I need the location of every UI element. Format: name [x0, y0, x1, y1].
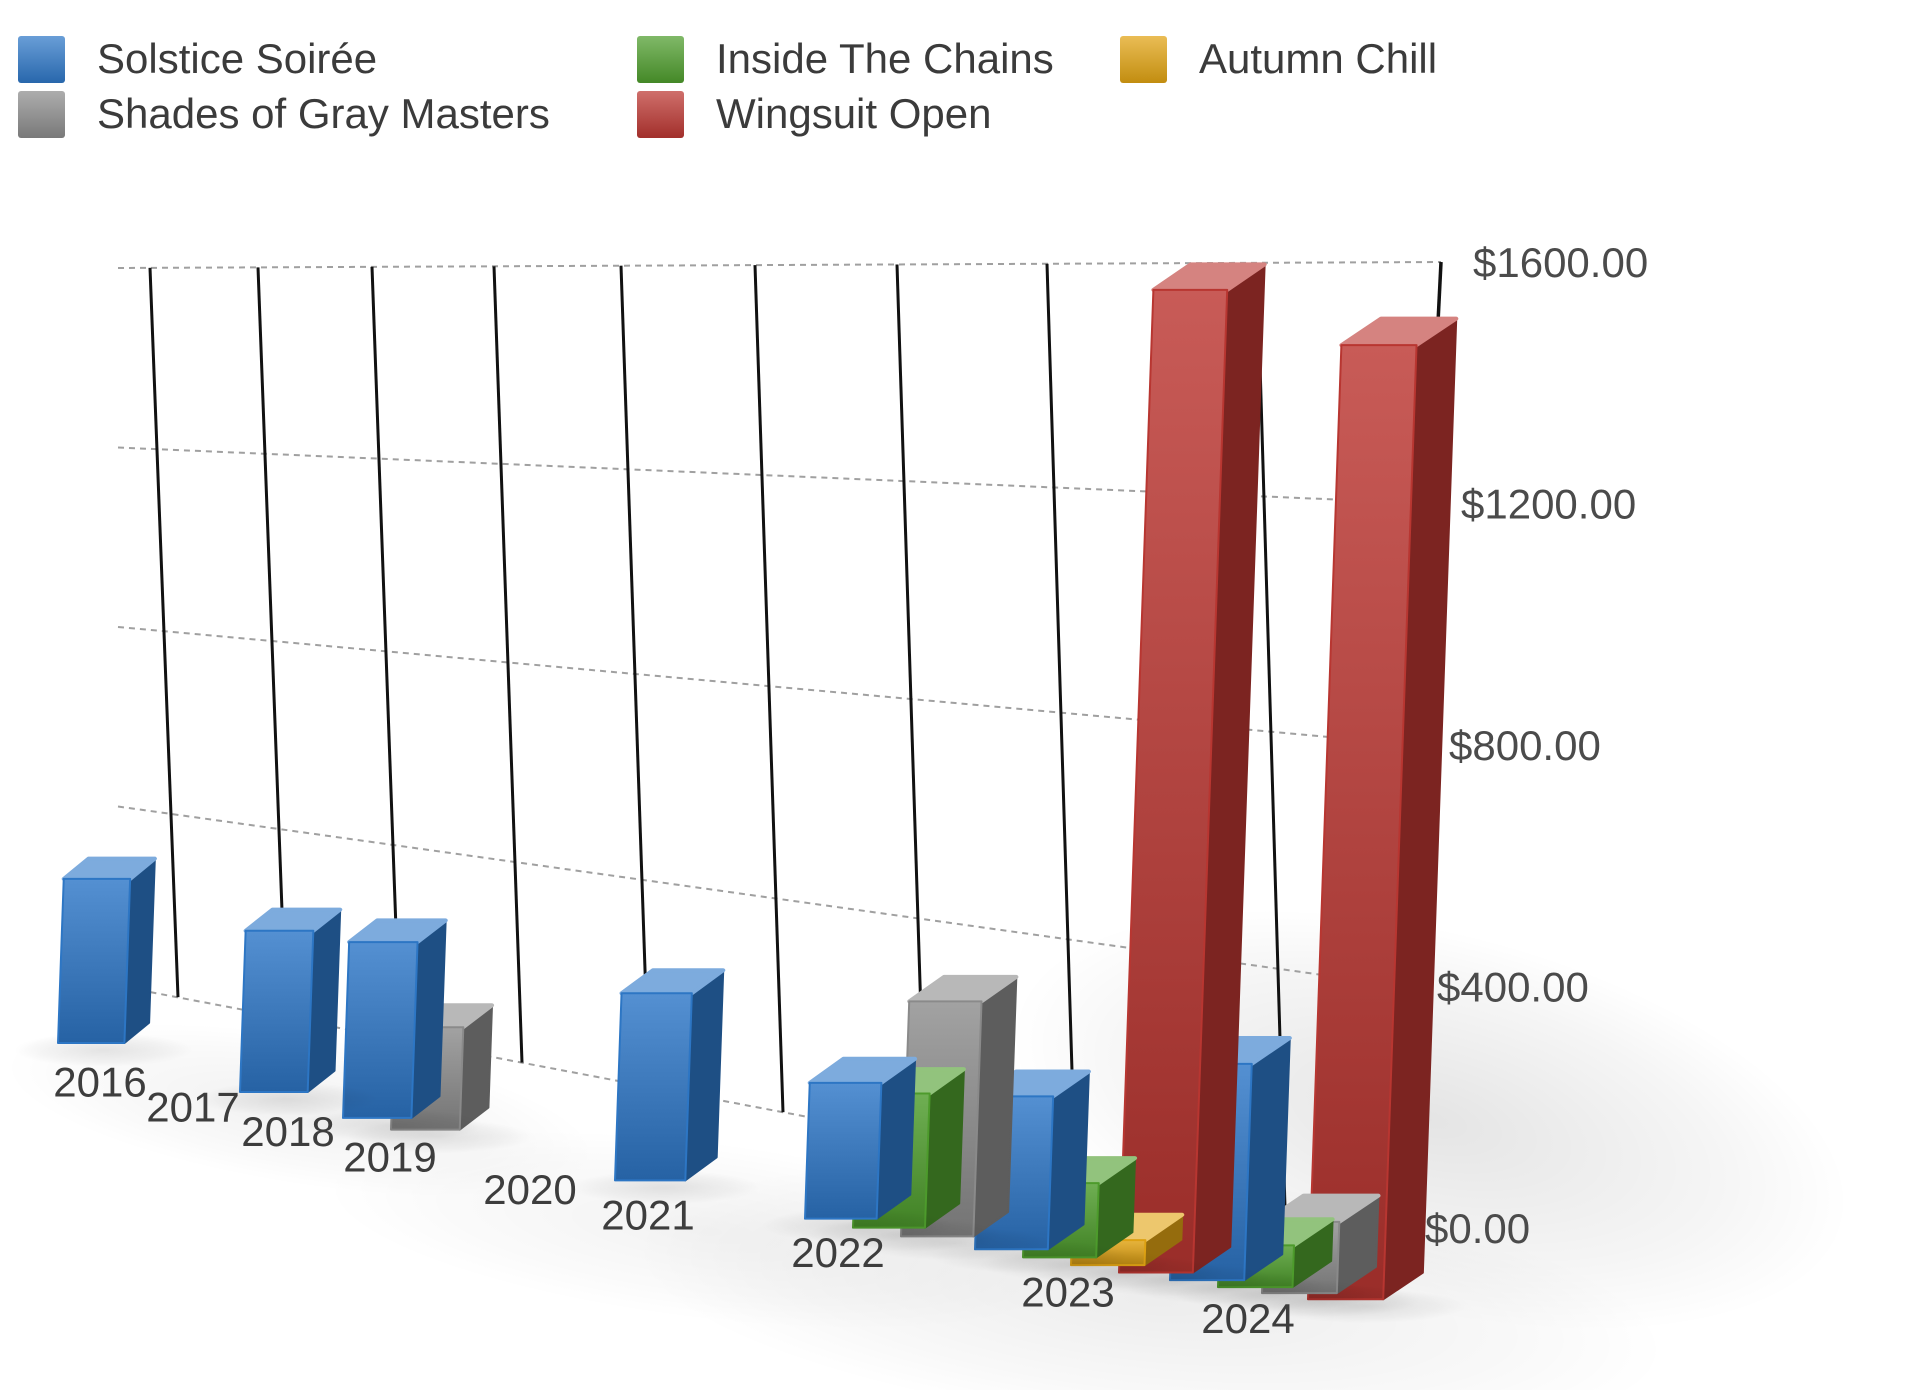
bar-2018-series0: [195, 907, 379, 1116]
legend-swatch-solstice-soiree: [18, 35, 65, 83]
legend: Solstice Soirée Inside The Chains Autumn…: [0, 0, 1920, 150]
bar-front-face: [614, 992, 693, 1182]
category-separator: [370, 266, 402, 1040]
bar-front-face: [239, 929, 315, 1093]
x-axis-label-2018: 2018: [241, 1108, 334, 1155]
category-separator: [1045, 263, 1077, 1168]
legend-swatch-wingsuit-open: [637, 90, 684, 138]
legend-swatch-inside-the-chains: [637, 35, 684, 83]
x-axis-label-2021: 2021: [601, 1191, 694, 1238]
x-axis-label-2020: 2020: [483, 1166, 576, 1213]
category-separator: [492, 266, 524, 1063]
x-axis-label-2016: 2016: [53, 1059, 146, 1106]
x-axis-label-2024: 2024: [1201, 1295, 1294, 1342]
legend-item: Autumn Chill: [1120, 35, 1437, 83]
y-axis-label-1600: $1600.00: [1473, 239, 1648, 286]
category-separator: [753, 265, 785, 1113]
y-axis-label-1200: $1200.00: [1461, 481, 1636, 528]
bar-2021-series0: [570, 968, 761, 1205]
bar-2022-series0: [760, 1056, 955, 1243]
legend-item: Shades of Gray Masters: [18, 90, 550, 138]
x-axis-label-2022: 2022: [791, 1229, 884, 1276]
category-separator: [619, 265, 651, 1087]
x-axis-label-2023: 2023: [1021, 1269, 1114, 1316]
y-axis-label-0: $0.00: [1425, 1205, 1530, 1252]
legend-label: Inside The Chains: [716, 35, 1054, 82]
legend-item: Wingsuit Open: [637, 90, 991, 138]
legend-label: Wingsuit Open: [716, 90, 992, 137]
category-separator: [148, 267, 180, 998]
bar-2024-series4: [1263, 316, 1467, 1324]
y-axis-label-400: $400.00: [1437, 964, 1589, 1011]
bar-front-face: [57, 877, 132, 1044]
category-separator: [256, 267, 288, 1018]
legend-swatch-autumn-chill: [1120, 35, 1167, 83]
legend-label: Shades of Gray Masters: [97, 90, 550, 137]
x-axis-label-2019: 2019: [343, 1133, 436, 1180]
bar-2019-series0: [298, 918, 484, 1142]
bar-front-face: [342, 941, 419, 1119]
legend-label: Autumn Chill: [1199, 35, 1438, 82]
y-axis-label-800: $800.00: [1449, 722, 1601, 769]
legend-item: Solstice Soirée: [18, 35, 377, 83]
legend-swatch-shades-of-gray-masters: [18, 90, 65, 138]
legend-item: Inside The Chains: [637, 35, 1054, 83]
x-axis-label-2017: 2017: [146, 1084, 239, 1131]
bar-front-face: [804, 1081, 883, 1220]
bar-2016-series0: [13, 856, 194, 1067]
legend-label: Solstice Soirée: [97, 35, 378, 82]
